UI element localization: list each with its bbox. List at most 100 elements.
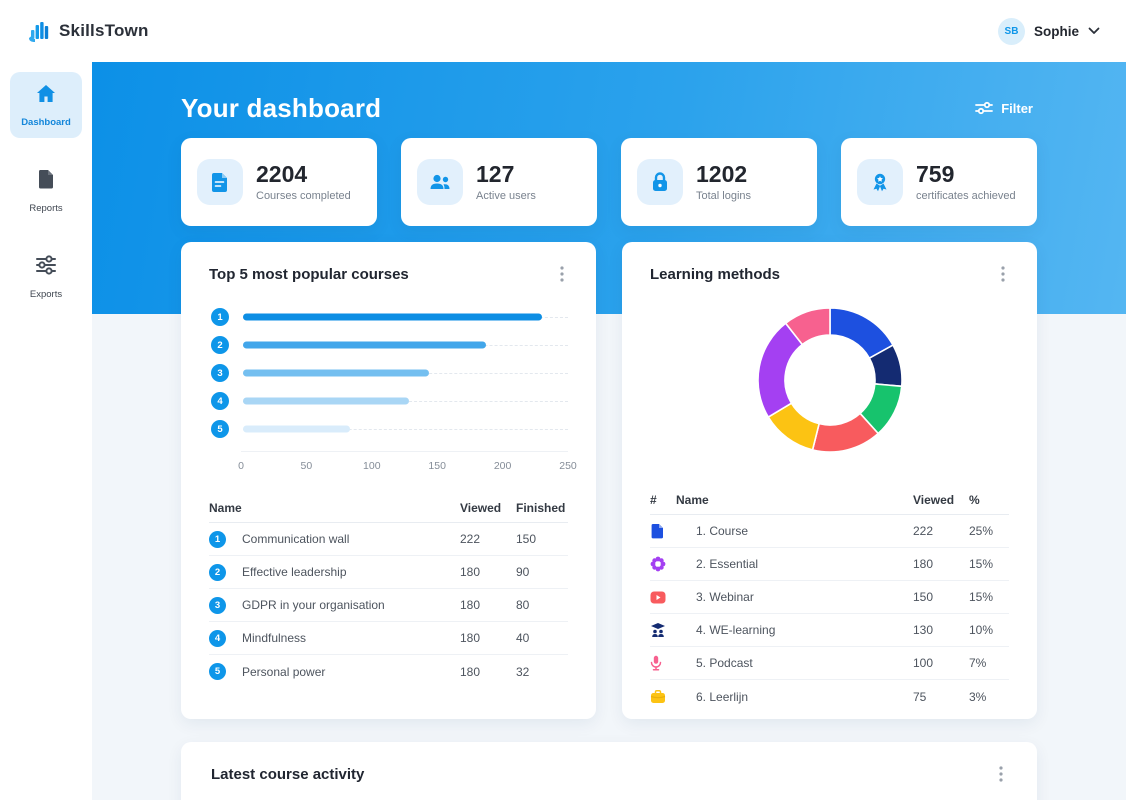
viewed-value: 222	[913, 524, 934, 538]
filter-button[interactable]: Filter	[971, 95, 1037, 122]
finished-value: 32	[516, 664, 530, 679]
pct-value: 3%	[969, 689, 987, 704]
table-row[interactable]: 3. Webinar 150 15%	[650, 581, 1009, 614]
table-row[interactable]: 2 Effective leadership 180 90	[209, 556, 568, 589]
pct-value: 15%	[969, 557, 994, 571]
course-name: GDPR in your organisation	[242, 598, 385, 612]
stat-card-active-users[interactable]: 127 Active users	[401, 138, 597, 226]
latest-activity-card: Latest course activity	[181, 742, 1037, 800]
card-menu-button[interactable]	[997, 266, 1009, 282]
bar-track	[243, 336, 568, 354]
document-icon	[197, 159, 243, 205]
x-tick: 50	[300, 460, 313, 472]
bar-track	[243, 420, 568, 438]
course-name: Mindfulness	[242, 631, 307, 645]
popular-courses-card: Top 5 most popular courses 1 2	[181, 242, 596, 719]
method-name: 2. Essential	[696, 557, 759, 571]
x-tick: 100	[363, 460, 381, 472]
col-header-name: Name	[676, 492, 709, 507]
viewed-value: 222	[460, 532, 481, 546]
method-name: 3. Webinar	[696, 590, 754, 604]
bar-row: 5	[211, 415, 568, 443]
table-row[interactable]: 4 Mindfulness 180 40	[209, 622, 568, 655]
bar[interactable]	[243, 397, 410, 405]
stats-row: 2204 Courses completed 127 Active users	[181, 138, 1037, 226]
card-menu-button[interactable]	[995, 766, 1007, 782]
user-name: Sophie	[1033, 23, 1079, 39]
x-tick: 0	[238, 460, 244, 472]
stat-value: 2204	[256, 161, 308, 188]
table-row[interactable]: 5 Personal power 180 32	[209, 655, 568, 688]
table-row[interactable]: 4. WE-learning 130 10%	[650, 614, 1009, 647]
stat-value: 127	[476, 161, 515, 188]
stat-label: Active users	[476, 189, 536, 202]
rank-badge: 5	[211, 420, 229, 438]
webinar-icon	[650, 591, 696, 604]
course-name: Communication wall	[242, 532, 350, 546]
podcast-icon	[650, 655, 696, 671]
logo-text: SkillsTown	[59, 21, 149, 40]
bar[interactable]	[243, 341, 487, 349]
bar-chart: 1 2 3 4	[211, 303, 568, 443]
bar-track	[243, 308, 568, 326]
viewed-value: 150	[913, 590, 934, 604]
sidebar-item-reports[interactable]: Reports	[10, 156, 82, 224]
donut-segment[interactable]	[784, 307, 831, 346]
viewed-value: 75	[913, 689, 927, 704]
viewed-value: 180	[460, 565, 481, 579]
finished-value: 90	[516, 565, 530, 579]
card-menu-button[interactable]	[556, 266, 568, 282]
course-name: Effective leadership	[242, 565, 347, 579]
bar-track	[243, 364, 568, 382]
bar[interactable]	[243, 313, 542, 321]
table-row[interactable]: 1 Communication wall 222 150	[209, 523, 568, 556]
sidebar: Dashboard Reports Exports	[0, 62, 92, 800]
method-name: 5. Podcast	[696, 656, 753, 670]
essential-icon	[650, 556, 696, 572]
stat-label: Total logins	[696, 189, 752, 202]
table-row[interactable]: 2. Essential 180 15%	[650, 548, 1009, 581]
user-menu[interactable]: SB Sophie	[997, 17, 1100, 45]
avatar[interactable]: SB	[997, 17, 1025, 45]
stat-card-total-logins[interactable]: 1202 Total logins	[621, 138, 817, 226]
rank-badge: 2	[209, 563, 226, 581]
bar[interactable]	[243, 425, 350, 433]
rank-badge: 5	[209, 663, 226, 680]
table-header: Name Viewed Finished	[209, 493, 568, 523]
we-learning-icon	[650, 622, 696, 638]
sliders-icon	[36, 255, 56, 275]
learning-methods-table: # Name Viewed % 1. Course 222 25%	[650, 485, 1009, 713]
learning-methods-card: Learning methods # Name Viewed	[622, 242, 1037, 719]
popular-courses-table: Name Viewed Finished 1 Communication wal…	[209, 493, 568, 688]
viewed-value: 100	[913, 656, 934, 670]
stat-value: 759	[916, 161, 955, 188]
donut-chart[interactable]	[735, 285, 925, 475]
medal-icon	[857, 159, 903, 205]
stat-label: Courses completed	[256, 189, 351, 202]
stat-card-courses-completed[interactable]: 2204 Courses completed	[181, 138, 377, 226]
chevron-down-icon[interactable]	[1088, 27, 1100, 35]
table-row[interactable]: 6. Leerlijn 75 3%	[650, 680, 1009, 713]
finished-value: 40	[516, 631, 530, 645]
viewed-value: 180	[460, 631, 481, 645]
card-title: Latest course activity	[211, 766, 365, 783]
rank-badge: 3	[211, 364, 229, 382]
bar-row: 2	[211, 331, 568, 359]
skillstown-logo[interactable]: SkillsTown	[26, 18, 149, 44]
stat-card-certificates[interactable]: 759 certificates achieved	[841, 138, 1037, 226]
bar[interactable]	[243, 369, 429, 377]
viewed-value: 180	[460, 598, 481, 612]
table-row[interactable]: 1. Course 222 25%	[650, 515, 1009, 548]
x-axis: 0 50 100 150 200 250	[238, 451, 577, 477]
card-title: Top 5 most popular courses	[209, 266, 409, 283]
leerlijn-icon	[650, 689, 696, 704]
pct-value: 7%	[969, 656, 987, 670]
method-name: 6. Leerlijn	[696, 689, 749, 704]
table-row[interactable]: 3 GDPR in your organisation 180 80	[209, 589, 568, 622]
col-header-pct: %	[969, 492, 980, 507]
table-row[interactable]: 5. Podcast 100 7%	[650, 647, 1009, 680]
col-header-finished: Finished	[516, 500, 566, 515]
card-title: Learning methods	[650, 266, 781, 283]
sidebar-item-exports[interactable]: Exports	[10, 242, 82, 310]
sidebar-item-dashboard[interactable]: Dashboard	[10, 72, 82, 138]
